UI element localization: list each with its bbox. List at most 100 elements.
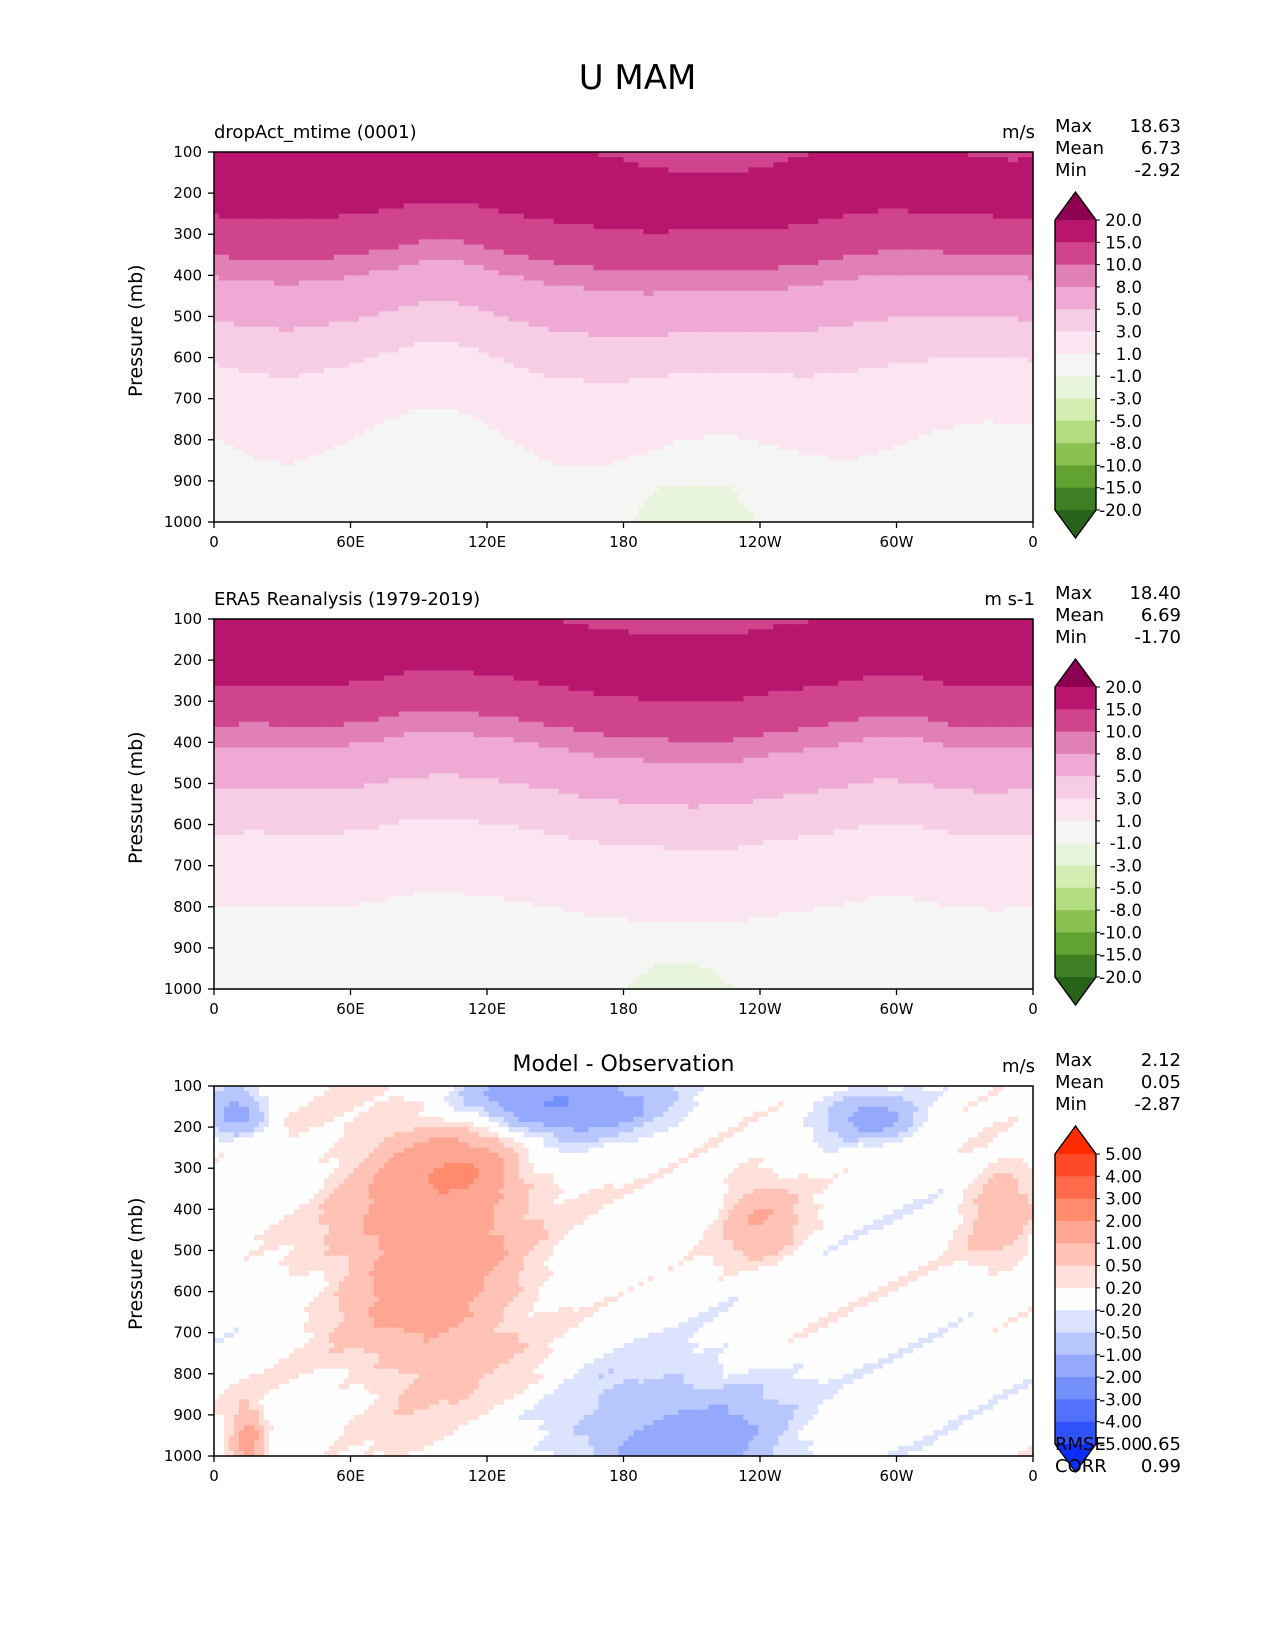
- contour-cell: [423, 203, 430, 240]
- contour-cell: [618, 1142, 625, 1190]
- contour-cell: [838, 1091, 844, 1103]
- colorbar-segment: [1055, 220, 1096, 243]
- contour-cell: [598, 465, 605, 523]
- colorbar-segment: [1055, 309, 1096, 333]
- contour-cell: [448, 670, 455, 713]
- contour-cell: [263, 1250, 270, 1370]
- contour-cell: [898, 783, 904, 826]
- contour-cell: [493, 1204, 500, 1236]
- contour-cell: [473, 1389, 480, 1421]
- contour-cell: [223, 1389, 230, 1457]
- contour-cell: [823, 726, 829, 749]
- contour-cell: [378, 1255, 385, 1329]
- contour-cell: [863, 213, 869, 256]
- contour-cell: [763, 1116, 769, 1169]
- contour-cell: [413, 711, 420, 733]
- colorbar-segment: [1055, 1176, 1096, 1200]
- contour-cell: [338, 685, 345, 728]
- contour-cell: [903, 1214, 909, 1277]
- contour-cell: [953, 726, 959, 749]
- contour-cell: [403, 619, 410, 671]
- contour-cell: [463, 711, 470, 733]
- colorbar-segment: [1055, 1421, 1096, 1445]
- contour-cell: [903, 716, 909, 738]
- contour-cell: [478, 352, 485, 420]
- contour-cell: [538, 1450, 545, 1457]
- contour-cell: [933, 1101, 939, 1195]
- y-axis-label: Pressure (mb): [125, 731, 147, 864]
- contour-cell: [733, 1168, 739, 1205]
- contour-cell: [618, 804, 625, 846]
- contour-cell: [728, 172, 734, 230]
- contour-cell: [408, 152, 415, 204]
- contour-cell: [393, 716, 400, 738]
- contour-cell: [248, 906, 255, 990]
- contour-cell: [553, 1086, 560, 1097]
- contour-cell: [843, 254, 849, 282]
- contour-cell: [698, 1240, 704, 1257]
- contour-cell: [323, 218, 330, 261]
- contour-cell: [233, 788, 240, 836]
- contour-cell: [988, 254, 994, 276]
- contour-cell: [903, 1276, 909, 1288]
- contour-cell: [278, 1265, 285, 1359]
- contour-cell: [738, 152, 744, 174]
- contour-cell: [488, 619, 495, 677]
- contour-cell: [563, 619, 570, 625]
- contour-cell: [988, 1276, 994, 1401]
- contour-cell: [993, 834, 999, 913]
- contour-cell: [718, 634, 724, 702]
- contour-cell: [643, 167, 650, 235]
- contour-cell: [853, 1086, 859, 1097]
- contour-cell: [528, 1384, 535, 1411]
- contour-cell: [443, 1399, 450, 1437]
- contour-cell: [893, 1096, 899, 1113]
- contour-cell: [768, 1255, 774, 1267]
- contour-cell: [783, 290, 789, 333]
- contour-cell: [663, 444, 670, 487]
- contour-cell: [293, 1348, 300, 1380]
- contour-cell: [403, 152, 410, 204]
- x-tick-label: 180: [609, 533, 638, 551]
- contour-cell: [963, 1111, 969, 1144]
- contour-cell: [1023, 619, 1029, 687]
- contour-cell: [403, 1086, 410, 1103]
- contour-cell: [218, 280, 225, 323]
- contour-cell: [753, 167, 759, 230]
- contour-cell: [643, 337, 650, 379]
- contour-cell: [663, 922, 670, 964]
- contour-cell: [903, 275, 909, 318]
- contour-cell: [1013, 152, 1019, 163]
- contour-cell: [238, 619, 245, 687]
- contour-cell: [343, 1086, 350, 1113]
- contour-cell: [318, 1188, 325, 1205]
- contour-cell: [214, 1337, 220, 1344]
- contour-cell: [943, 788, 949, 831]
- contour-cell: [214, 1157, 220, 1164]
- contour-cell: [478, 1116, 485, 1128]
- contour-cell: [478, 1378, 485, 1416]
- contour-cell: [553, 1199, 560, 1205]
- contour-cell: [503, 1127, 510, 1138]
- colorbar: 20.015.010.08.05.03.01.0-1.0-3.0-5.0-8.0…: [1054, 190, 1142, 540]
- contour-cell: [498, 1137, 505, 1144]
- contour-cell: [778, 1250, 784, 1262]
- contour-cell: [388, 1327, 395, 1370]
- contour-cell: [883, 1296, 889, 1359]
- contour-cell: [848, 1373, 854, 1385]
- contour-cell: [273, 1389, 280, 1457]
- contour-cell: [708, 1306, 714, 1323]
- contour-cell: [438, 619, 445, 671]
- contour-cell: [618, 1296, 625, 1349]
- contour-cell: [713, 1389, 719, 1406]
- contour-cell: [543, 1229, 550, 1241]
- contour-cell: [708, 152, 714, 174]
- contour-cell: [303, 372, 310, 461]
- contour-cell: [828, 372, 834, 461]
- contour-cell: [868, 321, 874, 369]
- contour-cell: [428, 239, 435, 261]
- contour-cell: [583, 732, 590, 754]
- contour-cell: [1003, 357, 1009, 425]
- contour-cell: [803, 285, 809, 333]
- contour-cell: [353, 788, 360, 831]
